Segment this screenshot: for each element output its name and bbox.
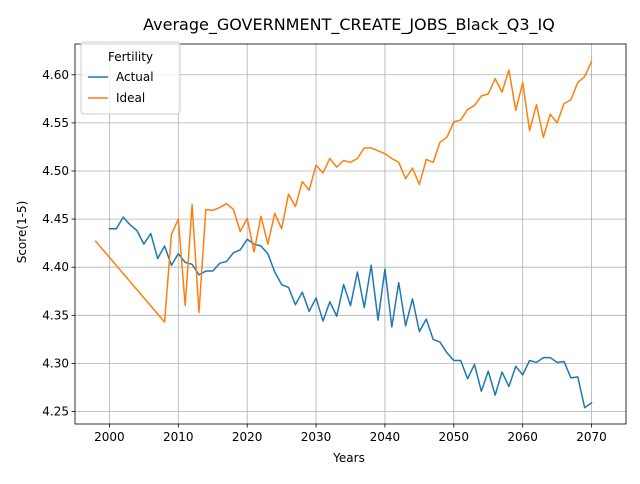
x-tick-label: 2020: [232, 430, 263, 444]
x-tick-label: 2000: [94, 430, 125, 444]
legend-title: Fertility: [108, 50, 153, 64]
series-line-actual: [108, 216, 593, 409]
x-tick-label: 2050: [439, 430, 470, 444]
y-tick-label: 4.30: [42, 356, 69, 370]
x-axis-label: Years: [332, 451, 365, 465]
plot-frame: [74, 43, 627, 425]
legend-box: [80, 41, 181, 115]
y-tick-label: 4.60: [42, 68, 69, 82]
x-tick-label: 2060: [507, 430, 538, 444]
y-tick-label: 4.55: [42, 116, 69, 130]
legend: Fertility Actual Ideal: [80, 41, 181, 115]
series-layer: [94, 60, 593, 409]
x-tick-label: 2030: [301, 430, 332, 444]
y-tick-label: 4.25: [42, 404, 69, 418]
y-tick-label: 4.45: [42, 212, 69, 226]
y-tick-label: 4.40: [42, 260, 69, 274]
legend-label-actual: Actual: [116, 70, 154, 84]
grid: [75, 44, 626, 424]
x-tick-label: 2040: [370, 430, 401, 444]
x-tick-label: 2070: [576, 430, 607, 444]
y-tick-label: 4.50: [42, 164, 69, 178]
y-tick-label: 4.35: [42, 308, 69, 322]
legend-label-ideal: Ideal: [116, 91, 145, 105]
x-tick-label: 2010: [163, 430, 194, 444]
ticks: 2000 2010 2020 2030 2040 2050 2060 2070 4.25 4.30…: [42, 68, 607, 444]
chart-title: Average_GOVERNMENT_CREATE_JOBS_Black_Q3_…: [143, 15, 555, 35]
y-axis-label: Score(1-5): [15, 201, 29, 264]
series-line-ideal: [94, 60, 593, 323]
